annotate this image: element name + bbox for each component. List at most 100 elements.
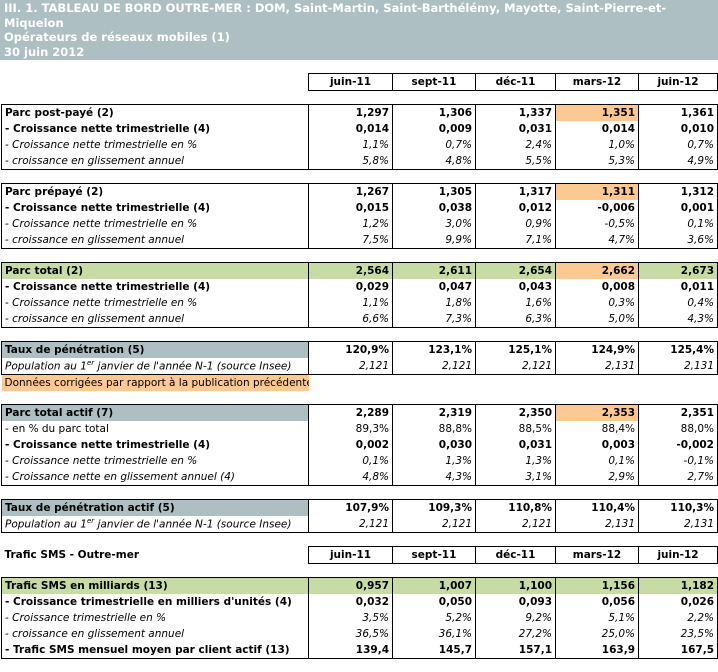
value-cell: 0,003	[555, 437, 639, 453]
table-row: - Croissance nette trimestrielle en % 0,1…	[1, 453, 718, 469]
value-cell: 5,3%	[555, 153, 639, 170]
value-cell: 1,156	[555, 577, 639, 594]
row-label-text: janvier de l'année N-1 (source Insee)	[94, 360, 292, 373]
value-cell: 0,1%	[555, 453, 639, 469]
row-label-text: - croissance en glissement annuel	[5, 313, 185, 325]
row-label: - Croissance nette trimestrielle (4)	[1, 121, 309, 137]
value-cell: 4,8%	[392, 153, 476, 170]
row-label: - Croissance nette en glissement annuel …	[1, 469, 309, 486]
column-header: juin-12	[638, 73, 718, 91]
row-label-text: Population au 1	[5, 518, 87, 531]
row-label: - Croissance nette trimestrielle en %	[1, 216, 309, 232]
value-cell: 110,3%	[638, 499, 718, 516]
corrected-data-legend: Données corrigées par rapport à la publi…	[1, 374, 309, 391]
value-cell: 2,131	[638, 516, 718, 533]
value-cell: -0,002	[638, 437, 718, 453]
row-label-text: Parc prépayé (2)	[5, 186, 104, 198]
row-label: - en % du parc total	[1, 421, 309, 437]
table-row: Trafic SMS en milliards (13) 0,957 1,007 1,…	[1, 577, 718, 594]
value-cell: 2,350	[475, 404, 556, 421]
value-cell: 1,312	[638, 183, 718, 200]
value-cell: 110,4%	[555, 499, 639, 516]
value-cell: 2,353	[555, 404, 639, 421]
value-cell: 2,121	[392, 358, 476, 375]
table-row: - croissance en glissement annuel 6,6% 7,3…	[1, 311, 718, 328]
value-cell: 2,121	[475, 516, 556, 533]
value-cell: 0,011	[638, 279, 718, 295]
value-cell: 109,3%	[392, 499, 476, 516]
value-cell: 2,611	[392, 262, 476, 279]
value-cell: 0,015	[308, 200, 393, 216]
value-cell: 1,1%	[308, 295, 393, 311]
value-cell: 1,361	[638, 104, 718, 121]
row-label-text: - croissance en glissement annuel	[5, 628, 185, 640]
value-cell: 3,0%	[392, 216, 476, 232]
row-label: - croissance en glissement annuel	[1, 626, 309, 642]
value-cell: 2,564	[308, 262, 393, 279]
table-row: Parc prépayé (2) 1,267 1,305 1,317 1,311 1,31…	[1, 183, 718, 200]
value-cell: 1,0%	[555, 137, 639, 153]
table-row: Parc post-payé (2) 1,297 1,306 1,337 1,351 1,…	[1, 104, 718, 121]
column-header: juin-11	[308, 546, 393, 564]
row-label: Taux de pénétration actif (5)	[1, 499, 309, 516]
value-cell: 1,100	[475, 577, 556, 594]
row-label: - Trafic SMS mensuel moyen par client ac…	[1, 642, 309, 659]
value-cell: 0,008	[555, 279, 639, 295]
value-cell: 6,6%	[308, 311, 393, 328]
row-label-text: - croissance en glissement annuel	[5, 155, 185, 167]
value-cell: 0,012	[475, 200, 556, 216]
row-label: - croissance en glissement annuel	[1, 153, 309, 170]
value-cell: 2,131	[555, 358, 639, 375]
value-cell: 3,1%	[475, 469, 556, 486]
value-cell: 2,654	[475, 262, 556, 279]
value-cell: 0,1%	[638, 216, 718, 232]
value-cell: 0,3%	[555, 295, 639, 311]
value-cell: 4,9%	[638, 153, 718, 170]
value-cell: 0,7%	[638, 137, 718, 153]
row-label-text: - Croissance nette trimestrielle (4)	[5, 202, 211, 214]
value-cell: 0,047	[392, 279, 476, 295]
table-row: Taux de pénétration actif (5) 107,9% 109,3…	[1, 499, 718, 516]
value-cell: 0,056	[555, 594, 639, 610]
value-cell: 0,032	[308, 594, 393, 610]
row-label-text: Parc post-payé (2)	[5, 107, 114, 119]
value-cell: 1,317	[475, 183, 556, 200]
value-cell: -0,1%	[638, 453, 718, 469]
row-label-text: Taux de pénétration actif (5)	[5, 502, 175, 514]
value-cell: 3,5%	[308, 610, 393, 626]
value-cell: 1,297	[308, 104, 393, 121]
value-cell: 125,1%	[475, 341, 556, 358]
value-cell: 0,002	[308, 437, 393, 453]
row-label: - Croissance nette trimestrielle en %	[1, 137, 309, 153]
row-label-text: - Croissance trimestrielle en milliers d…	[5, 596, 292, 608]
value-cell: 1,007	[392, 577, 476, 594]
value-cell: 5,5%	[475, 153, 556, 170]
value-cell: 0,093	[475, 594, 556, 610]
value-cell: 0,001	[638, 200, 718, 216]
value-cell: 7,1%	[475, 232, 556, 249]
value-cell: 9,2%	[475, 610, 556, 626]
row-label-text: - Croissance nette trimestrielle en %	[5, 455, 198, 467]
report-title: III. 1. TABLEAU DE BORD OUTRE-MER : DOM,…	[0, 0, 718, 60]
value-cell: 1,311	[555, 183, 639, 200]
row-label-text: - en % du parc total	[5, 423, 109, 435]
value-cell: 2,289	[308, 404, 393, 421]
column-header: mars-12	[555, 546, 639, 564]
value-cell: 0,957	[308, 577, 393, 594]
superscript: er	[87, 359, 95, 368]
row-label: - Croissance trimestrielle en %	[1, 610, 309, 626]
table-row: - en % du parc total 89,3% 88,8% 88,5% 88,4%…	[1, 421, 718, 437]
value-cell: 2,673	[638, 262, 718, 279]
value-cell: 88,8%	[392, 421, 476, 437]
row-label: - croissance en glissement annuel	[1, 311, 309, 328]
value-cell: 1,3%	[475, 453, 556, 469]
row-label-text: - Croissance nette trimestrielle (4)	[5, 123, 211, 135]
title-line-3: 30 juin 2012	[4, 44, 85, 59]
value-cell: 0,1%	[308, 453, 393, 469]
column-header: sept-11	[392, 73, 476, 91]
value-cell: 2,121	[308, 516, 393, 533]
value-cell: 2,351	[638, 404, 718, 421]
table-row: - Croissance nette trimestrielle (4) 0,00…	[1, 437, 718, 453]
row-label-text: Parc total actif (7)	[5, 407, 114, 419]
value-cell: 4,8%	[308, 469, 393, 486]
